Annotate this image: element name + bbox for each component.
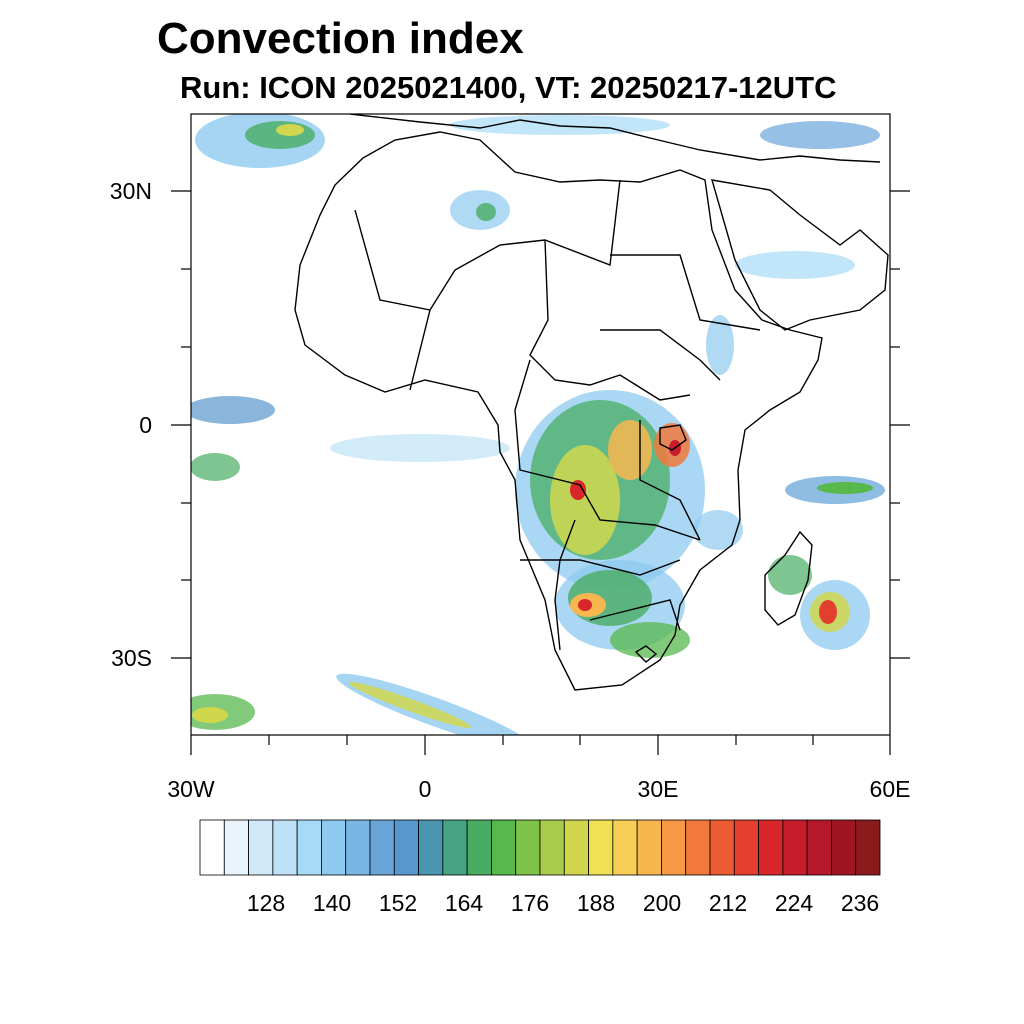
country-border <box>514 359 701 541</box>
lake-victoria <box>659 424 687 451</box>
lesotho-border <box>634 645 658 663</box>
convection-area <box>570 480 586 500</box>
colorbar-swatch <box>393 819 419 876</box>
europe-coastline <box>349 114 881 163</box>
convection-field <box>191 114 885 735</box>
lon-label-0: 0 <box>418 776 432 802</box>
colorbar-label: 224 <box>774 890 814 916</box>
lat-label-30n: 30N <box>109 178 152 204</box>
convection-area <box>476 203 496 221</box>
lon-label-60e: 60E <box>869 776 911 802</box>
convection-area <box>693 510 743 550</box>
colorbar-swatch <box>539 819 565 876</box>
colorbar-swatch <box>636 819 662 876</box>
colorbar-swatch <box>782 819 808 876</box>
colorbar-swatch <box>758 819 784 876</box>
country-border <box>589 599 681 631</box>
convection-area <box>191 453 240 481</box>
colorbar-swatch <box>588 819 614 876</box>
convection-area <box>550 445 620 555</box>
convection-area <box>760 121 880 149</box>
colorbar-swatch <box>515 819 541 876</box>
page-title: Convection index <box>157 14 524 63</box>
colorbar-swatch <box>248 819 274 876</box>
colorbar-swatch <box>612 819 638 876</box>
colorbar-swatch <box>855 819 881 876</box>
arabia-coastline <box>711 179 889 331</box>
country-border <box>529 239 691 401</box>
convection-area <box>610 622 690 658</box>
country-border <box>600 329 721 381</box>
colorbar-label: 200 <box>642 890 682 916</box>
lon-label-30e: 30E <box>637 776 679 802</box>
colorbar-swatch <box>199 819 225 876</box>
convection-area <box>276 124 304 136</box>
colorbar-label: 152 <box>378 890 418 916</box>
convection-area <box>608 420 652 480</box>
colorbar-swatch <box>831 819 857 876</box>
colorbar-label: 128 <box>246 890 286 916</box>
colorbar-label: 140 <box>312 890 352 916</box>
convection-area <box>819 600 837 624</box>
colorbar-label: 188 <box>576 890 616 916</box>
colorbar-swatch <box>369 819 395 876</box>
colorbar-swatch <box>345 819 371 876</box>
colorbar-swatch <box>709 819 735 876</box>
convection-area <box>348 682 472 728</box>
convection-area <box>192 707 228 723</box>
convection-area <box>578 599 592 611</box>
coastlines <box>294 114 889 691</box>
colorbar-label: 164 <box>444 890 484 916</box>
colorbar <box>199 819 881 876</box>
country-border <box>554 519 576 651</box>
colorbar-label: 236 <box>840 890 880 916</box>
lat-label-0: 0 <box>139 412 152 438</box>
colorbar-label: 212 <box>708 890 748 916</box>
country-border <box>354 179 621 311</box>
madagascar-coastline <box>764 530 813 626</box>
colorbar-swatch <box>466 819 492 876</box>
country-border <box>409 309 431 391</box>
colorbar-swatch <box>685 819 711 876</box>
country-border <box>639 420 701 541</box>
run-subtitle: Run: ICON 2025021400, VT: 20250217-12UTC <box>180 70 837 105</box>
colorbar-swatch <box>733 819 759 876</box>
axis-ticks <box>171 190 910 755</box>
convection-area <box>706 315 734 375</box>
colorbar-swatch <box>442 819 468 876</box>
convection-area <box>191 396 275 424</box>
colorbar-swatch <box>321 819 347 876</box>
lat-label-30s: 30S <box>111 645 152 671</box>
convection-area <box>817 482 873 494</box>
convection-area <box>330 434 510 462</box>
colorbar-label: 176 <box>510 890 550 916</box>
convection-area <box>450 115 670 135</box>
colorbar-swatch <box>418 819 444 876</box>
convection-area <box>245 121 315 149</box>
country-border <box>520 559 681 576</box>
colorbar-swatch <box>223 819 249 876</box>
colorbar-swatch <box>272 819 298 876</box>
colorbar-swatch <box>296 819 322 876</box>
colorbar-swatch <box>491 819 517 876</box>
africa-coastline <box>294 131 823 691</box>
colorbar-swatch <box>661 819 687 876</box>
country-border <box>610 254 761 331</box>
convection-area <box>735 251 855 279</box>
lon-label-30w: 30W <box>167 776 215 802</box>
colorbar-swatch <box>563 819 589 876</box>
colorbar-swatch <box>806 819 832 876</box>
convection-area <box>768 555 812 595</box>
